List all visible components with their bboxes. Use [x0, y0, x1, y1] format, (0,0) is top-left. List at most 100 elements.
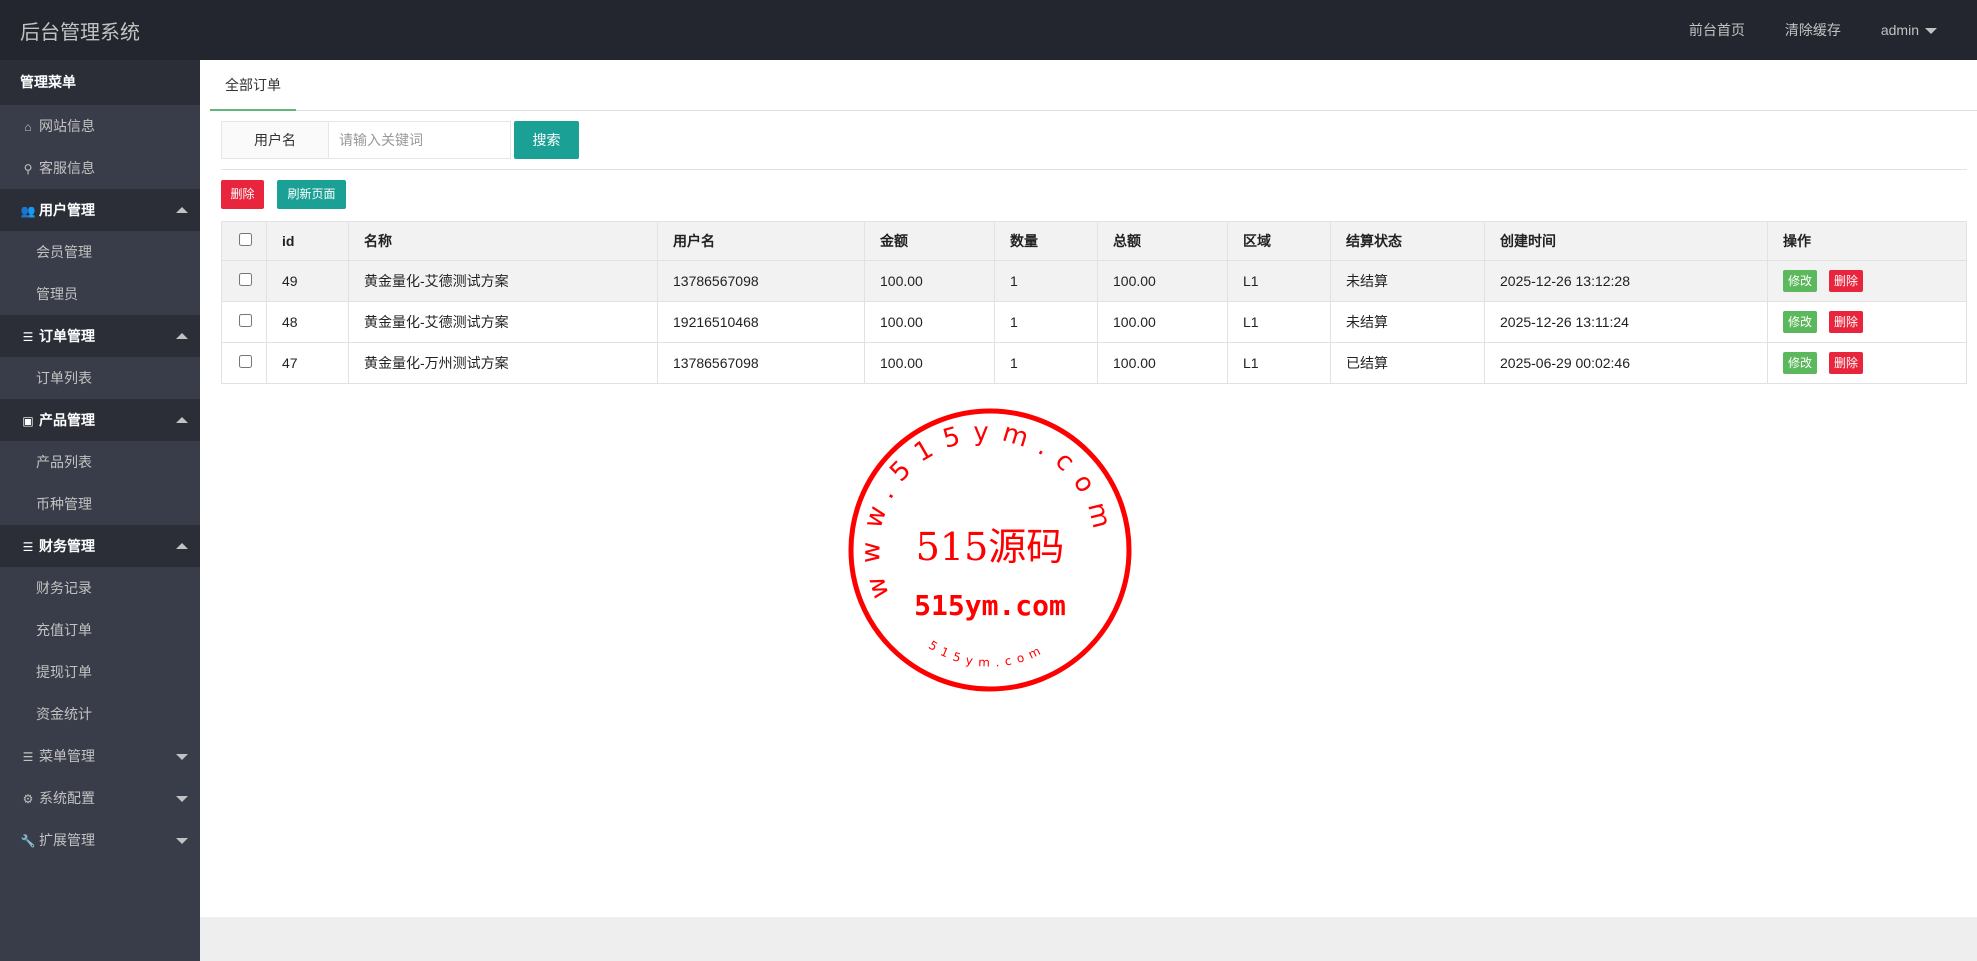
sidebar-item-4[interactable]: 管理员 [0, 273, 200, 315]
row-checkbox[interactable] [239, 355, 252, 368]
row-select-cell [221, 260, 267, 302]
select-all-checkbox[interactable] [239, 233, 252, 246]
chevron-up-icon [176, 333, 188, 339]
sidebar-item-label: 会员管理 [36, 244, 92, 260]
table-cell: 1 [994, 301, 1098, 343]
app-title: 后台管理系统 [20, 22, 140, 44]
sidebar-item-3[interactable]: 会员管理 [0, 231, 200, 273]
table-header: id 名称 用户名 金额 数量 总额 区域 结算状态 创建时间 操作 [221, 221, 1967, 261]
table-row: 47 黄金量化-万州测试方案 13786567098 100.00 1 100.00 L1 已… [221, 342, 1967, 384]
column-header: 区域 [1227, 221, 1331, 261]
sidebar-item-10[interactable]: ☰ 财务管理 [0, 525, 200, 567]
sidebar-item-0[interactable]: ⌂ 网站信息 [0, 105, 200, 147]
column-header: id [266, 221, 349, 261]
search-input[interactable] [329, 121, 511, 159]
gears-icon: ⚙ [22, 792, 34, 806]
table-cell: 100.00 [864, 301, 995, 343]
column-header: 操作 [1767, 221, 1967, 261]
sidebar-item-9[interactable]: 币种管理 [0, 483, 200, 525]
sidebar-item-12[interactable]: 充值订单 [0, 609, 200, 651]
sidebar-item-label: 客服信息 [39, 160, 95, 176]
table-cell: 2025-12-26 13:11:24 [1484, 301, 1768, 343]
sidebar-item-16[interactable]: ⚙ 系统配置 [0, 777, 200, 819]
sidebar-item-14[interactable]: 资金统计 [0, 693, 200, 735]
table-row: 49 黄金量化-艾德测试方案 13786567098 100.00 1 100.00 L1 未… [221, 260, 1967, 302]
sidebar-item-7[interactable]: ▣ 产品管理 [0, 399, 200, 441]
delete-button[interactable]: 删除 [1829, 311, 1863, 333]
sidebar-item-label: 提现订单 [36, 664, 92, 680]
table-cell: 未结算 [1330, 260, 1485, 302]
sidebar-item-label: 资金统计 [36, 706, 92, 722]
table-row: 48 黄金量化-艾德测试方案 19216510468 100.00 1 100.00 L1 未… [221, 301, 1967, 343]
sidebar-item-1[interactable]: ⚲ 客服信息 [0, 147, 200, 189]
sidebar-item-label: 产品列表 [36, 454, 92, 470]
sidebar-item-11[interactable]: 财务记录 [0, 567, 200, 609]
row-actions: 修改 删除 [1767, 260, 1967, 302]
row-checkbox[interactable] [239, 273, 252, 286]
table-cell: L1 [1227, 260, 1331, 302]
column-header: 创建时间 [1484, 221, 1768, 261]
users-icon: 👥 [20, 204, 36, 218]
sidebar-item-17[interactable]: 🔧 扩展管理 [0, 819, 200, 861]
sidebar-item-2[interactable]: 👥 用户管理 [0, 189, 200, 231]
nav-clear-cache[interactable]: 清除缓存 [1784, 22, 1841, 38]
sidebar-item-label: 财务记录 [36, 580, 92, 596]
list-icon: ☰ [22, 750, 34, 764]
table-cell: 49 [266, 260, 349, 302]
sidebar-item-6[interactable]: 订单列表 [0, 357, 200, 399]
sidebar-item-label: 扩展管理 [39, 832, 95, 848]
table-cell: 13786567098 [657, 342, 865, 384]
bulk-delete-button[interactable]: 删除 [221, 180, 264, 209]
table-cell: 100.00 [1097, 342, 1228, 384]
column-header: 数量 [994, 221, 1098, 261]
table-cell: 100.00 [864, 260, 995, 302]
table-cell: 13786567098 [657, 260, 865, 302]
footer [200, 917, 1977, 961]
table-cell: 48 [266, 301, 349, 343]
sidebar-item-13[interactable]: 提现订单 [0, 651, 200, 693]
sidebar-item-15[interactable]: ☰ 菜单管理 [0, 735, 200, 777]
list-icon: ☰ [22, 330, 34, 344]
row-actions: 修改 删除 [1767, 301, 1967, 343]
table-cell: 1 [994, 260, 1098, 302]
tab-bar: 全部订单 [210, 60, 1977, 111]
orders-table: id 名称 用户名 金额 数量 总额 区域 结算状态 创建时间 操作 49 黄金量化-艾德测试方案 1… [221, 221, 1967, 384]
sidebar-item-label: 系统配置 [39, 790, 95, 806]
search-button[interactable]: 搜索 [514, 121, 579, 159]
top-header: 后台管理系统 前台首页 清除缓存 admin [0, 0, 1977, 60]
table-cell: 黄金量化-艾德测试方案 [348, 260, 658, 302]
sidebar-item-label: 产品管理 [39, 412, 95, 428]
edit-button[interactable]: 修改 [1783, 270, 1817, 292]
delete-button[interactable]: 删除 [1829, 270, 1863, 292]
main-content: 全部订单 用户名 搜索 删除 刷新页面 id名称用户名金额数量总额区域结算状态创… [200, 60, 1977, 917]
column-header: 结算状态 [1330, 221, 1485, 261]
column-header: 金额 [864, 221, 995, 261]
sidebar-item-label: 菜单管理 [39, 748, 95, 764]
sidebar-item-5[interactable]: ☰ 订单管理 [0, 315, 200, 357]
refresh-page-button[interactable]: 刷新页面 [277, 180, 346, 209]
delete-button[interactable]: 删除 [1829, 352, 1863, 374]
wrench-icon: 🔧 [20, 834, 36, 848]
sidebar-item-label: 网站信息 [39, 118, 95, 134]
sidebar: 管理菜单 ⌂ 网站信息 ⚲ 客服信息 👥 用户管理 会员管理 管理员 ☰ 订单管理 订单列表 ▣ 产品管… [0, 60, 200, 961]
list-icon: ☰ [22, 540, 34, 554]
user-menu[interactable]: admin [1881, 22, 1937, 38]
table-cell: 1 [994, 342, 1098, 384]
chevron-up-icon [176, 543, 188, 549]
column-header: 用户名 [657, 221, 865, 261]
row-actions: 修改 删除 [1767, 342, 1967, 384]
edit-button[interactable]: 修改 [1783, 311, 1817, 333]
sidebar-item-label: 财务管理 [39, 538, 95, 554]
tab-all-orders[interactable]: 全部订单 [210, 60, 296, 111]
sidebar-item-label: 订单管理 [39, 328, 95, 344]
box-icon: ▣ [22, 414, 34, 428]
table-cell: 47 [266, 342, 349, 384]
row-checkbox[interactable] [239, 314, 252, 327]
edit-button[interactable]: 修改 [1783, 352, 1817, 374]
select-all-cell [221, 221, 267, 261]
sidebar-item-label: 订单列表 [36, 370, 92, 386]
nav-frontend-home[interactable]: 前台首页 [1688, 22, 1745, 38]
sidebar-item-8[interactable]: 产品列表 [0, 441, 200, 483]
table-cell: 2025-12-26 13:12:28 [1484, 260, 1768, 302]
table-cell: 100.00 [1097, 260, 1228, 302]
